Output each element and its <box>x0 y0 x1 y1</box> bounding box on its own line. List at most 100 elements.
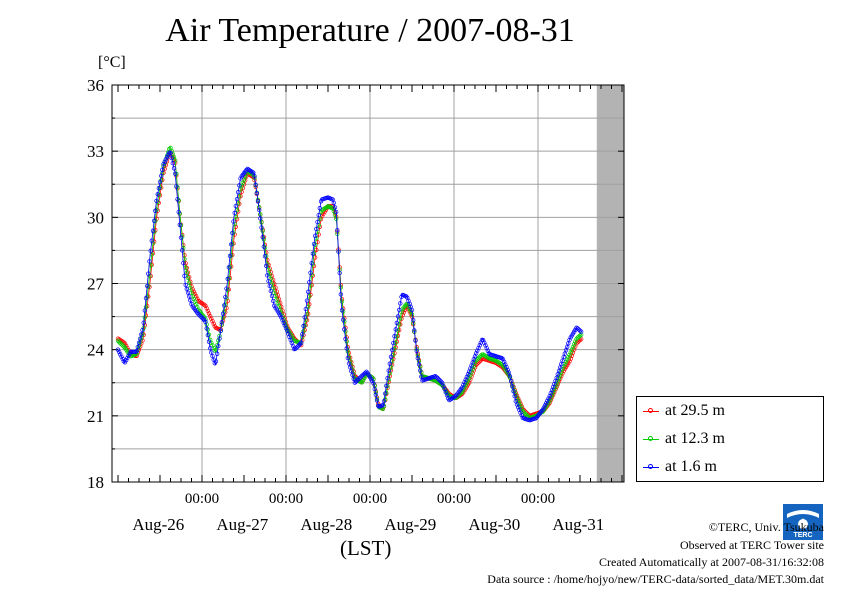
data-point <box>262 245 268 250</box>
data-point <box>257 207 262 213</box>
data-point <box>191 289 196 294</box>
data-point <box>579 332 584 337</box>
data-point <box>204 306 209 311</box>
data-point <box>343 329 348 334</box>
data-point <box>475 348 480 353</box>
data-point <box>398 301 403 306</box>
data-point <box>303 306 308 312</box>
data-point <box>302 315 307 320</box>
data-point <box>390 347 395 353</box>
data-point <box>533 416 538 421</box>
data-point <box>518 403 523 409</box>
data-point <box>269 293 275 299</box>
data-point <box>265 262 270 267</box>
data-point <box>145 283 150 289</box>
data-point <box>174 184 179 189</box>
data-point <box>439 379 444 384</box>
data-point <box>261 244 266 249</box>
data-point <box>575 326 580 331</box>
data-point <box>210 353 215 359</box>
data-point <box>388 354 394 359</box>
data-point <box>472 360 478 366</box>
data-point <box>310 261 315 267</box>
data-point <box>152 218 157 223</box>
data-point <box>154 198 159 204</box>
data-point <box>187 294 192 299</box>
data-point <box>117 349 122 355</box>
data-point <box>149 238 154 243</box>
data-point <box>119 354 124 359</box>
data-point <box>282 323 287 328</box>
data-point <box>220 311 226 316</box>
data-point <box>150 228 156 233</box>
data-point <box>394 339 399 344</box>
data-point <box>204 326 209 331</box>
data-point <box>258 216 263 221</box>
data-point <box>118 340 123 346</box>
data-point <box>308 270 313 275</box>
data-point <box>524 412 529 417</box>
data-point <box>196 312 201 317</box>
data-point <box>184 270 189 275</box>
data-point <box>208 346 213 351</box>
legend-swatch-29-5m <box>643 405 659 417</box>
data-point <box>355 378 360 383</box>
y-tick-label: 24 <box>87 341 105 360</box>
x-axis-label: (LST) <box>340 536 392 560</box>
data-point <box>511 389 516 394</box>
data-point <box>463 377 468 382</box>
data-point <box>307 302 312 307</box>
data-point <box>269 281 275 286</box>
data-point <box>227 253 233 259</box>
y-tick-label: 27 <box>87 275 105 294</box>
data-point <box>170 161 175 166</box>
data-point <box>393 340 398 345</box>
data-point <box>481 337 486 343</box>
data-point <box>342 327 347 332</box>
data-point <box>206 339 212 344</box>
data-point <box>545 398 550 403</box>
data-point <box>519 406 524 411</box>
data-point <box>225 276 230 282</box>
data-point <box>139 332 144 337</box>
data-point <box>142 315 147 320</box>
data-point <box>222 303 227 308</box>
y-tick-label: 36 <box>87 76 104 95</box>
data-point <box>394 320 399 326</box>
data-point <box>476 345 481 351</box>
data-point <box>356 377 361 382</box>
data-point <box>198 314 203 319</box>
data-point <box>153 208 158 213</box>
data-point <box>215 342 220 348</box>
x-day-label: Aug-28 <box>300 515 352 534</box>
data-point <box>209 316 214 321</box>
data-point <box>155 192 160 197</box>
data-point <box>572 342 577 347</box>
data-point <box>267 283 272 289</box>
data-point <box>136 340 142 345</box>
data-point <box>268 276 273 282</box>
data-point <box>132 349 137 355</box>
data-point <box>126 353 131 358</box>
data-point <box>474 358 479 363</box>
data-point <box>574 336 579 342</box>
data-point <box>120 343 125 348</box>
data-point <box>252 174 257 179</box>
data-point <box>124 358 129 363</box>
data-point <box>503 362 508 367</box>
data-point <box>194 302 199 307</box>
data-point <box>216 343 221 349</box>
legend-swatch-1-6m <box>643 461 659 473</box>
data-point <box>117 339 122 345</box>
data-point <box>191 296 196 302</box>
data-point <box>232 210 237 216</box>
data-point <box>437 378 443 383</box>
data-point <box>211 321 216 326</box>
data-point <box>141 320 146 325</box>
data-point <box>168 150 173 156</box>
y-tick-label: 18 <box>87 473 104 492</box>
data-point <box>351 376 356 381</box>
data-point <box>510 384 515 389</box>
data-point <box>225 287 230 293</box>
